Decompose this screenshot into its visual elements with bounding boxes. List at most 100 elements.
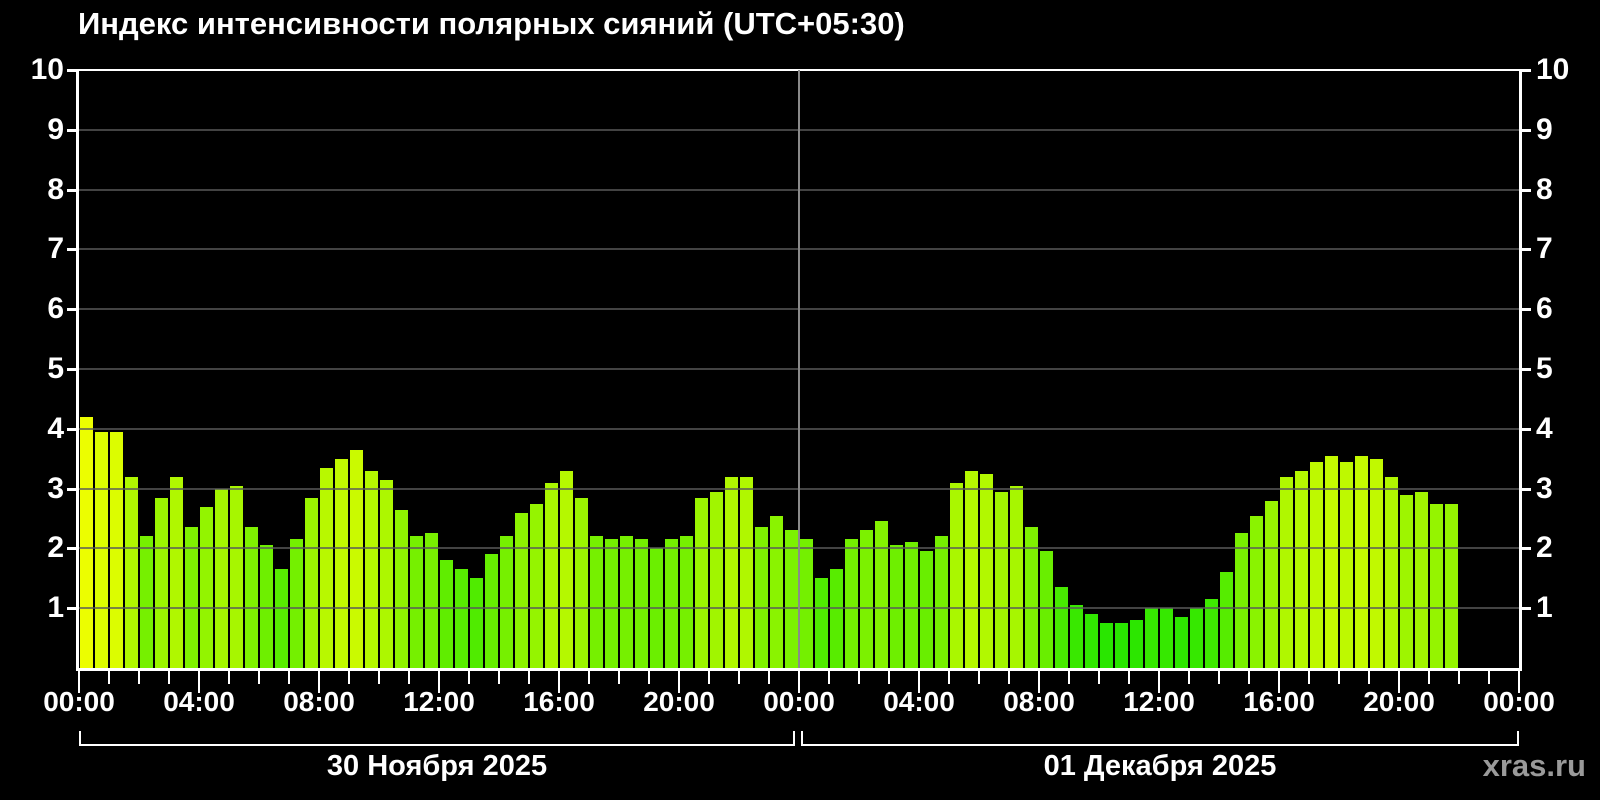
x-tick	[708, 671, 710, 684]
bar	[244, 527, 259, 668]
bar	[1099, 623, 1114, 668]
bar	[574, 498, 589, 668]
bar	[799, 539, 814, 668]
x-tick	[1038, 671, 1040, 693]
x-tick	[1398, 671, 1400, 693]
bar	[724, 477, 739, 668]
plot-area	[79, 70, 1519, 668]
x-tick	[1128, 671, 1130, 684]
x-tick	[168, 671, 170, 684]
bar	[694, 498, 709, 668]
y-tick-label: 7	[1536, 232, 1553, 266]
bar	[874, 521, 889, 668]
bar	[1159, 608, 1174, 668]
x-tick-label: 08:00	[283, 686, 355, 717]
bar	[394, 510, 409, 668]
bar	[604, 539, 619, 668]
bar	[1264, 501, 1279, 668]
bar	[454, 569, 469, 668]
x-tick	[378, 671, 380, 684]
x-tick	[288, 671, 290, 684]
y-tick-label: 2	[1536, 531, 1553, 565]
y-tick-label: 6	[47, 292, 64, 326]
bar	[1354, 456, 1369, 668]
y-tick	[67, 248, 76, 252]
y-tick	[67, 427, 76, 431]
bar	[619, 536, 634, 668]
y-tick	[67, 69, 76, 72]
y-tick-label: 3	[47, 471, 64, 505]
bar	[859, 530, 874, 668]
y-tick-label: 6	[1536, 292, 1553, 326]
x-tick-label: 00:00	[43, 686, 115, 717]
x-tick	[798, 671, 800, 693]
y-tick	[1522, 128, 1531, 132]
bar	[439, 560, 454, 668]
bar	[889, 545, 904, 668]
bar	[349, 450, 364, 668]
bar	[259, 545, 274, 668]
y-tick-label: 5	[1536, 352, 1553, 385]
x-tick	[468, 671, 470, 684]
bar	[109, 432, 124, 668]
x-tick	[618, 671, 620, 684]
bar	[514, 513, 529, 668]
x-tick	[1098, 671, 1100, 684]
bar	[1384, 477, 1399, 668]
bar	[679, 536, 694, 668]
y-tick	[67, 128, 76, 132]
y-tick	[1522, 188, 1531, 192]
midnight-divider	[798, 70, 800, 668]
bar	[1069, 605, 1084, 668]
bar	[634, 539, 649, 668]
bar	[1234, 533, 1249, 668]
y-tick	[67, 547, 76, 551]
x-tick	[858, 671, 860, 684]
y-axis-left	[76, 69, 79, 670]
x-tick	[948, 671, 950, 684]
x-tick	[1458, 671, 1460, 684]
day2-bracket	[801, 731, 1519, 746]
bar	[994, 492, 1009, 668]
x-tick-label: 00:00	[1483, 686, 1555, 717]
bar	[124, 477, 139, 668]
bar	[1009, 486, 1024, 668]
y-tick-label: 1	[1536, 591, 1553, 625]
bar	[1294, 471, 1309, 668]
bar	[1219, 572, 1234, 668]
bar	[379, 480, 394, 668]
bar	[754, 527, 769, 668]
x-tick	[108, 671, 110, 684]
bar	[1279, 477, 1294, 668]
x-tick	[1488, 671, 1490, 684]
x-tick	[228, 671, 230, 684]
watermark-xras: xras.ru	[1482, 748, 1586, 783]
bar	[529, 504, 544, 668]
x-tick	[1428, 671, 1430, 684]
y-tick-label: 8	[47, 172, 64, 206]
bar	[919, 551, 934, 668]
bar	[334, 459, 349, 668]
x-axis	[76, 668, 1522, 671]
bar	[829, 569, 844, 668]
y-tick	[1522, 427, 1531, 431]
x-tick	[408, 671, 410, 684]
bar	[469, 578, 484, 668]
y-tick	[1522, 308, 1531, 312]
x-tick	[738, 671, 740, 684]
x-tick	[978, 671, 980, 684]
bar	[784, 530, 799, 668]
bar	[1414, 492, 1429, 668]
x-tick	[648, 671, 650, 684]
x-tick	[1308, 671, 1310, 684]
y-tick-label: 2	[47, 531, 64, 565]
y-tick-label: 4	[1536, 411, 1553, 445]
bar	[589, 536, 604, 668]
day2-date-label: 01 Декабря 2025	[1043, 750, 1277, 782]
x-tick	[918, 671, 920, 693]
x-tick	[528, 671, 530, 684]
bar	[1114, 623, 1129, 668]
x-tick-label: 12:00	[403, 686, 475, 717]
bar	[1039, 551, 1054, 668]
